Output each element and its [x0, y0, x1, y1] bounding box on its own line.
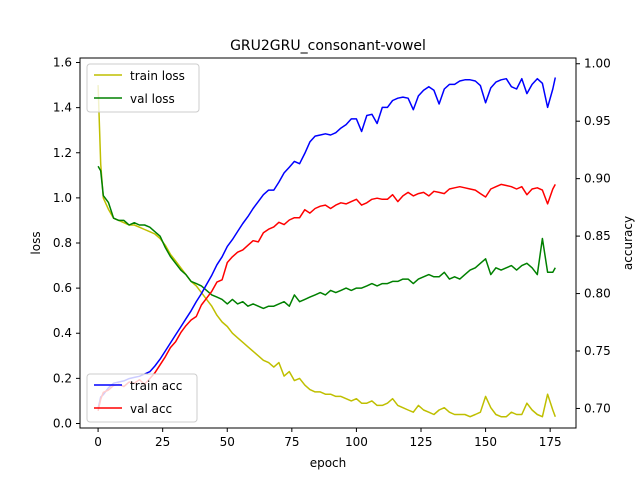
y-tick-label: 0.0 [53, 416, 72, 430]
y-tick-label: 0.6 [53, 281, 72, 295]
chart-title: GRU2GRU_consonant-vowel [230, 38, 426, 54]
y-tick-label: 1.6 [53, 56, 72, 70]
x-tick-label: 175 [539, 435, 562, 449]
y-tick-label: 0.8 [53, 236, 72, 250]
y2-tick-label: 0.75 [584, 344, 611, 358]
y-tick-label: 0.4 [53, 326, 72, 340]
y-tick-label: 1.2 [53, 146, 72, 160]
y2-tick-label: 0.90 [584, 172, 611, 186]
right-y-axis-label: accuracy [621, 216, 635, 270]
x-tick-label: 0 [94, 435, 102, 449]
series-line-val-loss [97, 165, 556, 310]
y2-tick-label: 1.00 [584, 57, 611, 71]
y2-tick-label: 0.95 [584, 114, 611, 128]
y-tick-label: 1.0 [53, 191, 72, 205]
x-tick-label: 150 [474, 435, 497, 449]
left-y-axis-label: loss [29, 231, 43, 254]
x-axis-ticks: 0 25 50 75 100 125 150 175 [94, 428, 562, 449]
legend-acc: train acc val acc [86, 373, 198, 423]
x-tick-label: 75 [284, 435, 299, 449]
series-line-train-acc [97, 77, 557, 409]
x-tick-label: 25 [155, 435, 170, 449]
legend-label-val-loss: val loss [130, 92, 175, 106]
legend-label-val-acc: val acc [130, 402, 172, 416]
right-y-axis-ticks: 0.70 0.75 0.80 0.85 0.90 0.95 1.00 [576, 57, 611, 415]
y2-tick-label: 0.80 [584, 287, 611, 301]
series-line-val-acc [97, 183, 556, 411]
legend-loss-box [86, 63, 200, 113]
x-tick-label: 100 [345, 435, 368, 449]
y2-tick-label: 0.85 [584, 229, 611, 243]
series-lines [97, 77, 557, 418]
legend-acc-box [86, 373, 198, 423]
series-line-train-loss [97, 85, 557, 418]
x-tick-label: 125 [410, 435, 433, 449]
left-y-axis-ticks: 0.0 0.2 0.4 0.6 0.8 1.0 1.2 1.4 1.6 [53, 56, 80, 430]
y-tick-label: 0.2 [53, 371, 72, 385]
legend-label-train-acc: train acc [130, 379, 182, 393]
x-axis-label: epoch [310, 456, 347, 470]
x-tick-label: 50 [220, 435, 235, 449]
y-tick-label: 1.4 [53, 101, 72, 115]
y2-tick-label: 0.70 [584, 401, 611, 415]
legend-loss: train loss val loss [86, 63, 200, 113]
legend-label-train-loss: train loss [130, 69, 185, 83]
